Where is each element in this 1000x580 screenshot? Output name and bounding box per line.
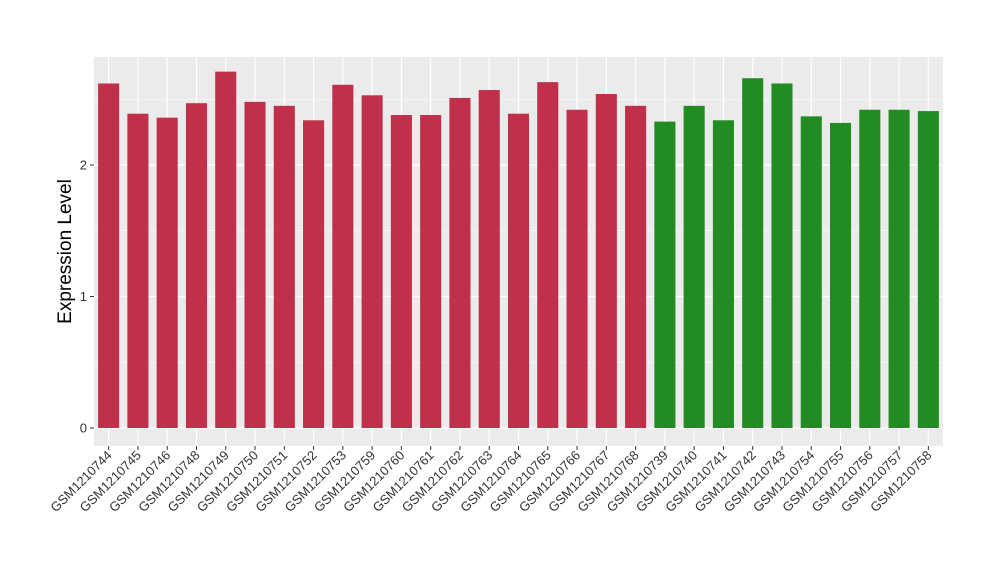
- y-tick-label: 0: [80, 421, 87, 436]
- bar-GSM1210752: [303, 120, 325, 428]
- bar-GSM1210739: [654, 121, 676, 428]
- y-axis-title: Expression Level: [55, 179, 76, 324]
- bar-GSM1210751: [273, 105, 295, 428]
- bar-GSM1210763: [478, 90, 500, 429]
- bar-GSM1210745: [127, 113, 149, 428]
- bar-GSM1210766: [566, 109, 588, 429]
- bar-GSM1210740: [683, 105, 705, 428]
- bar-GSM1210750: [244, 101, 266, 428]
- y-tick-label: 2: [80, 158, 87, 173]
- bar-GSM1210754: [800, 116, 822, 428]
- bar-GSM1210746: [156, 117, 178, 428]
- bar-GSM1210742: [742, 78, 764, 429]
- bar-GSM1210765: [537, 82, 559, 428]
- y-tick-label: 1: [80, 289, 87, 304]
- x-axis: GSM1210744GSM1210745GSM1210746GSM1210748…: [47, 446, 934, 515]
- bar-GSM1210762: [449, 97, 471, 428]
- bar-GSM1210764: [507, 113, 530, 428]
- bar-GSM1210761: [420, 115, 442, 428]
- bar-GSM1210756: [859, 109, 881, 429]
- bar-GSM1210741: [712, 120, 734, 428]
- bar-GSM1210743: [771, 83, 793, 428]
- bar-GSM1210760: [390, 115, 412, 428]
- bar-GSM1210755: [829, 122, 852, 429]
- bar-GSM1210767: [595, 93, 617, 429]
- bar-GSM1210744: [98, 83, 120, 428]
- bar-GSM1210749: [215, 71, 237, 428]
- bar-GSM1210748: [185, 103, 208, 428]
- bar-GSM1210753: [332, 84, 354, 428]
- bar-GSM1210759: [361, 95, 383, 429]
- bar-GSM1210768: [625, 105, 647, 428]
- bar-GSM1210757: [888, 109, 910, 429]
- bars-group: [98, 71, 939, 429]
- bar-GSM1210758: [917, 111, 939, 429]
- y-axis: 0 1 2: [80, 158, 94, 436]
